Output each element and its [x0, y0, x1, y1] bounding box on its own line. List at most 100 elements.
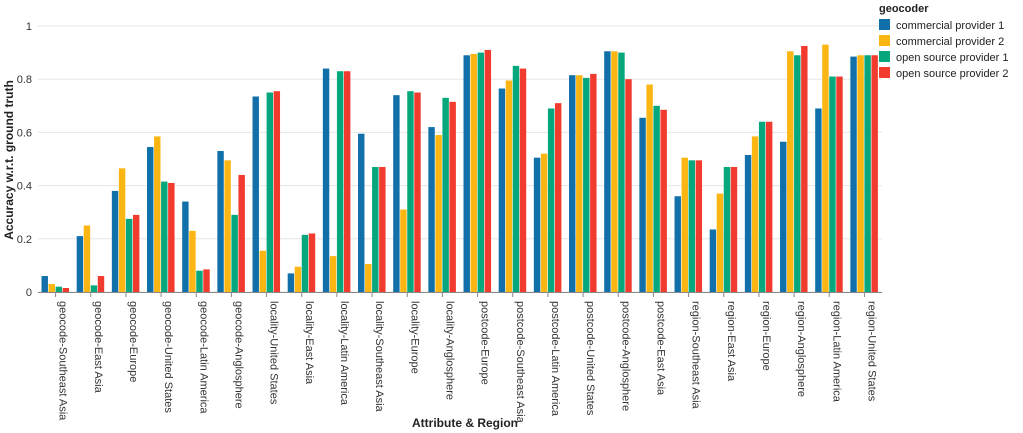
bar [554, 103, 562, 292]
bar [512, 65, 520, 293]
y-tick-label: 0.8 [17, 74, 32, 86]
x-tick-label: geocode-Europe [127, 301, 139, 382]
bar [646, 84, 653, 293]
bar [97, 276, 105, 292]
bar [308, 233, 316, 292]
x-tick-label: postcode-Europe [479, 301, 491, 385]
x-tick-label: locality-United States [268, 301, 280, 405]
x-tick-label: postcode-United States [584, 301, 596, 416]
y-tick-label: 0.6 [17, 127, 32, 139]
bar [76, 236, 84, 292]
x-tick-label: postcode-Anglosphere [619, 301, 631, 411]
legend-label: open source provider 1 [896, 52, 1009, 64]
bar [189, 230, 196, 292]
y-tick-label: 0 [26, 287, 32, 299]
bar [850, 56, 857, 293]
bar [259, 250, 266, 292]
bar [336, 71, 344, 292]
x-tick-label: geocode-Anglosphere [232, 301, 244, 409]
bar [815, 108, 822, 293]
bar [540, 153, 548, 292]
bar [329, 256, 337, 292]
bar [547, 108, 555, 293]
bar [787, 51, 794, 292]
bar [765, 121, 773, 292]
bar [653, 105, 660, 292]
bar [864, 55, 871, 293]
bar [871, 55, 878, 293]
y-axis-title: Accuracy w.r.t. ground truth [2, 80, 16, 240]
bar [569, 75, 576, 293]
bar [477, 52, 485, 292]
bar [41, 276, 48, 292]
bar [583, 77, 590, 293]
bar [238, 174, 245, 292]
x-tick-label: region-Anglosphere [795, 301, 807, 397]
bar [132, 214, 140, 292]
x-tick-label: region-Latin America [830, 301, 842, 403]
bar [400, 209, 407, 292]
bar [576, 75, 583, 293]
x-tick-label: region-Southeast Asia [690, 301, 702, 410]
bar [505, 80, 513, 292]
bar [716, 193, 724, 292]
bar [758, 121, 766, 292]
bar [154, 136, 161, 292]
bar [147, 147, 154, 292]
bar [498, 88, 506, 292]
bars [41, 44, 878, 293]
bar [428, 127, 435, 292]
legend-swatch [879, 51, 890, 62]
bar [407, 91, 414, 292]
bar [723, 166, 731, 292]
bar [470, 53, 477, 293]
bar [393, 95, 400, 292]
bar [681, 157, 688, 292]
bar [519, 68, 527, 292]
bar [182, 201, 189, 292]
bar [118, 168, 126, 292]
bar [48, 284, 55, 292]
bar [125, 218, 133, 292]
x-axis-title: Attribute & Region [412, 416, 518, 430]
bar [90, 285, 98, 292]
bar [463, 55, 470, 293]
bar [625, 79, 632, 292]
bar [611, 51, 618, 292]
bar [618, 52, 625, 292]
legend-label: open source provider 2 [896, 68, 1009, 80]
x-tick-label: locality-East Asia [303, 301, 315, 385]
x-tick-label: geocode-United States [162, 301, 174, 413]
bar [801, 45, 808, 293]
y-tick-label: 1 [26, 21, 32, 33]
y-tick-label: 0.2 [17, 234, 32, 246]
bar [358, 133, 365, 292]
y-tick-label: 0.4 [17, 181, 32, 193]
bar [442, 97, 449, 292]
legend-swatch [879, 19, 890, 30]
bar [660, 109, 667, 292]
bar [287, 273, 295, 292]
bar [196, 270, 203, 292]
y-tick-labels: 0 0.2 0.4 0.6 0.8 1 [17, 21, 32, 299]
x-tick-label: geocode-East Asia [92, 301, 104, 394]
x-tick-label: locality-Anglosphere [443, 301, 455, 400]
bar [161, 181, 168, 292]
bar [62, 288, 70, 292]
bar [55, 286, 63, 292]
bar [744, 155, 752, 292]
bar [449, 101, 456, 292]
bar [365, 264, 372, 292]
bar [590, 73, 597, 292]
bar [301, 234, 309, 292]
bar [294, 266, 302, 292]
bar [533, 157, 541, 292]
bar [836, 76, 843, 292]
legend-title: geocoder [879, 3, 929, 15]
bar [343, 71, 351, 292]
x-tick-label: region-Europe [760, 301, 772, 371]
bar [217, 151, 224, 292]
bar [252, 96, 259, 293]
legend-swatch [879, 35, 890, 46]
